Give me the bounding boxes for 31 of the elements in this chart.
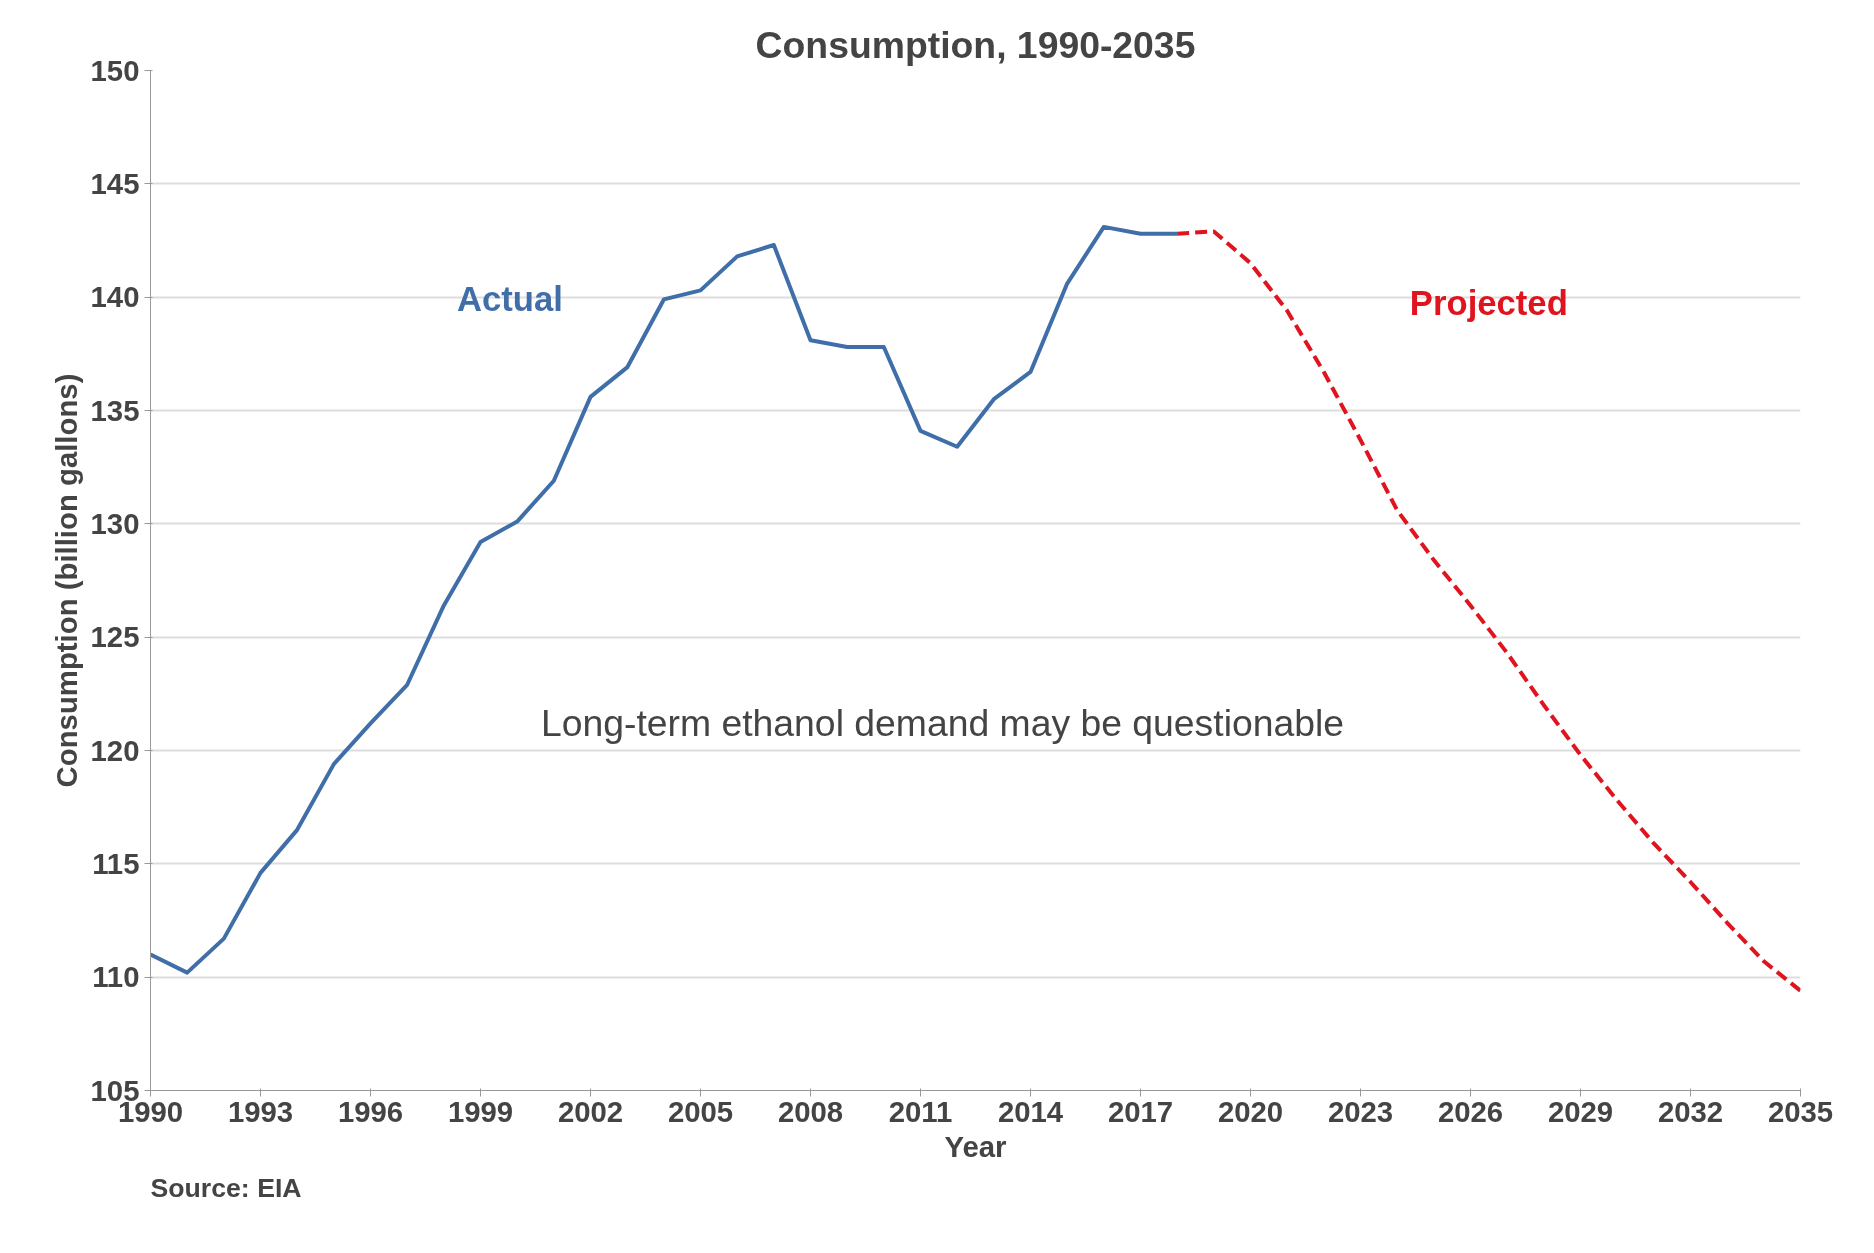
x-tick-label: 2014 xyxy=(997,1094,1064,1128)
y-tick-label: 125 xyxy=(90,620,140,654)
y-tick-label: 150 xyxy=(90,53,140,87)
y-tick-label: 135 xyxy=(90,393,140,427)
x-axis-title: Year xyxy=(944,1129,1007,1163)
x-tick-label: 2029 xyxy=(1547,1094,1614,1128)
x-tick-label: 2008 xyxy=(777,1094,844,1128)
x-tick-label: 2002 xyxy=(557,1094,624,1128)
y-tick-label: 110 xyxy=(92,960,140,994)
y-tick-label: 130 xyxy=(90,506,140,540)
x-tick-label: 2005 xyxy=(667,1094,734,1128)
source-note: Source: EIA xyxy=(150,1172,302,1203)
x-tick-label: 2026 xyxy=(1437,1094,1504,1128)
x-tick-label: 1993 xyxy=(227,1094,294,1128)
annotation: Long-term ethanol demand may be questionable xyxy=(540,701,1345,744)
x-tick-label: 2023 xyxy=(1327,1094,1394,1128)
y-tick-label: 120 xyxy=(90,733,140,767)
x-tick-label: 2011 xyxy=(888,1094,953,1128)
text: Actual xyxy=(456,279,563,318)
x-tick-label: 2035 xyxy=(1767,1094,1834,1128)
y-tick-label: 145 xyxy=(90,166,140,200)
x-tick-label: 1996 xyxy=(337,1094,404,1128)
y-tick-label: 140 xyxy=(90,280,140,314)
x-tick-label: 1999 xyxy=(447,1094,514,1128)
text: Projected xyxy=(1409,284,1568,323)
y-axis-title: Consumption (billion gallons) xyxy=(49,373,83,788)
x-tick-label: 2020 xyxy=(1217,1094,1284,1128)
y-tick-label: 115 xyxy=(92,846,140,880)
x-tick-label: 2032 xyxy=(1657,1094,1724,1128)
x-tick-label: 2017 xyxy=(1107,1094,1174,1128)
chart-title: Consumption, 1990-2035 xyxy=(755,23,1196,66)
